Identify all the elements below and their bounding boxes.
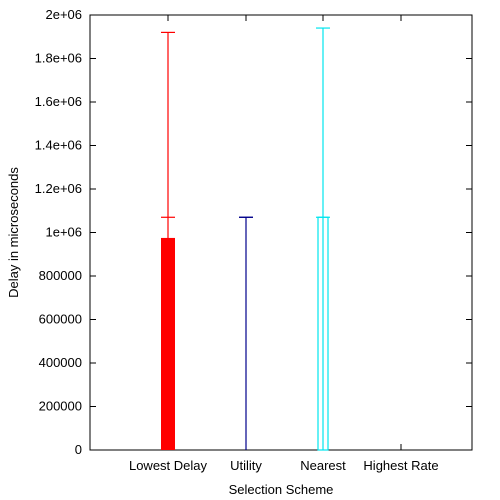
y-tick-label: 1e+06 bbox=[45, 225, 82, 240]
y-tick-label: 2e+06 bbox=[45, 7, 82, 22]
x-tick-label: Nearest bbox=[300, 458, 346, 473]
y-tick-label: 1.2e+06 bbox=[35, 181, 82, 196]
x-tick-label: Highest Rate bbox=[363, 458, 438, 473]
plot-frame bbox=[89, 14, 473, 451]
y-tick-label: 400000 bbox=[39, 355, 82, 370]
y-axis-label: Delay in microseconds bbox=[6, 167, 21, 298]
y-tick-label: 200000 bbox=[39, 399, 82, 414]
y-tick-label: 600000 bbox=[39, 312, 82, 327]
x-tick-label: Utility bbox=[230, 458, 262, 473]
y-tick-label: 1.4e+06 bbox=[35, 138, 82, 153]
y-axis: 0 200000 400000 600000 800000 1e+06 1.2e+06 1.4… bbox=[35, 7, 472, 457]
x-axis-label: Selection Scheme bbox=[229, 482, 334, 497]
y-tick-label: 800000 bbox=[39, 268, 82, 283]
y-tick-label: 1.8e+06 bbox=[35, 51, 82, 66]
bars bbox=[161, 27, 330, 451]
x-tick-label: Lowest Delay bbox=[129, 458, 208, 473]
y-tick-label: 1.6e+06 bbox=[35, 94, 82, 109]
y-tick-label: 0 bbox=[75, 442, 82, 457]
x-axis: Lowest Delay Utility Nearest Highest Rate bbox=[129, 15, 439, 473]
